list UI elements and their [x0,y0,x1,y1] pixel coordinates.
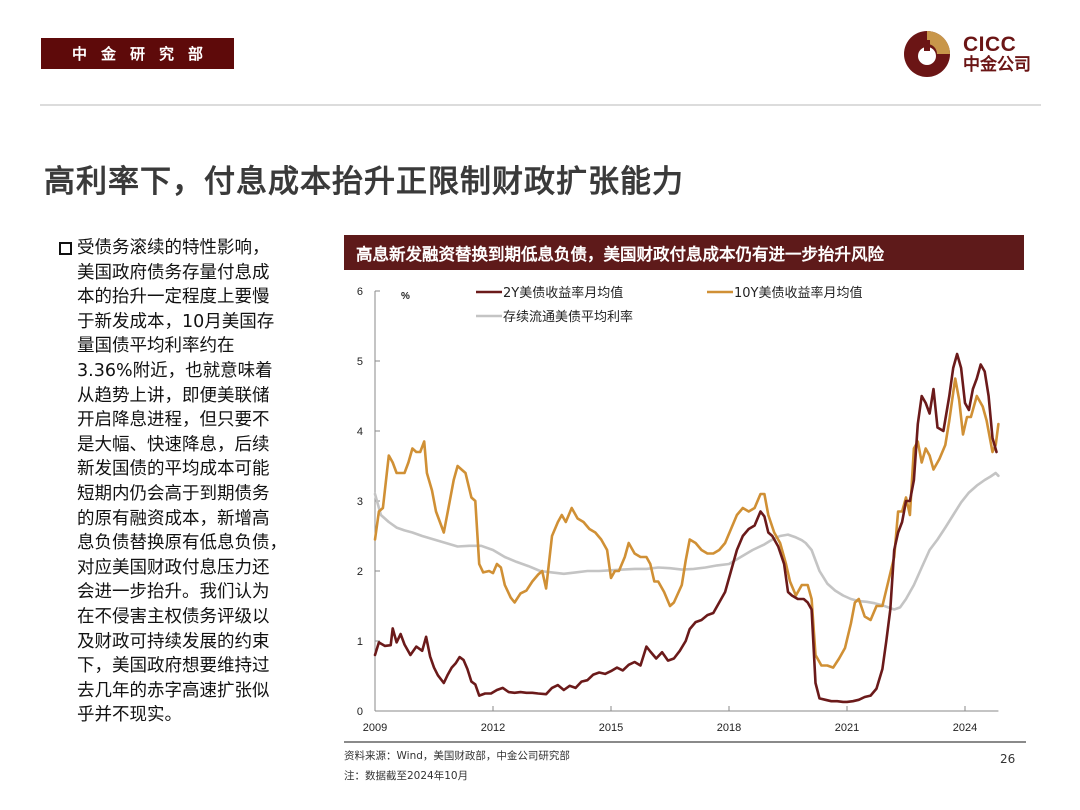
x-tick-label: 2009 [363,722,387,734]
chart-title: 高息新发融资替换到期低息负债，美国财政付息成本仍有进一步抬升风险 [356,244,884,264]
chart-title-bar: 高息新发融资替换到期低息负债，美国财政付息成本仍有进一步抬升风险 [344,235,1024,270]
series-line-2 [373,471,1000,611]
page-title: 高利率下，付息成本抬升正限制财政扩张能力 [44,164,684,200]
x-tick-label: 2018 [717,722,741,734]
header-divider [40,104,1041,106]
page-number: 26 [1000,752,1016,766]
legend-label: 10Y美债收益率月均值 [734,285,862,301]
x-tick-label: 2012 [481,722,505,734]
logo-chinese: 中金公司 [963,55,1031,75]
cicc-logo: CICC 中金公司 [903,30,1031,78]
department-badge: 中金研究部 [41,38,234,69]
unit-label: % [401,291,410,302]
x-tick-label: 2021 [835,722,859,734]
cicc-logo-icon [904,31,950,77]
y-tick-label: 1 [357,636,363,648]
y-tick-label: 5 [357,356,363,368]
series-line-1 [373,377,1000,669]
legend-label: 存续流通美债平均利率 [503,309,633,325]
bullet-text: 受债务滚续的特性影响， 美国政府债务存量付息成 本的抬升一定程度上要慢 于新发成… [77,238,287,726]
y-tick-label: 6 [357,286,363,298]
legend-label: 2Y美债收益率月均值 [503,285,623,301]
y-tick-label: 0 [357,706,363,718]
department-label: 中金研究部 [71,45,217,63]
logo-english: CICC [963,33,1017,56]
footer-divider [344,741,1026,743]
series-line-0 [373,352,998,704]
chart-lines [373,352,1000,704]
y-tick-label: 4 [357,426,363,438]
square-bullet-icon [59,242,72,255]
y-tick-label: 2 [357,566,363,578]
bullet-panel: 受债务滚续的特性影响， 美国政府债务存量付息成 本的抬升一定程度上要慢 于新发成… [57,236,327,728]
y-tick-label: 3 [357,496,363,508]
x-tick-label: 2015 [599,722,623,734]
source-note: 资料来源：Wind，美国财政部，中金公司研究部 [344,750,570,762]
chart-axes: 0 1 2 3 4 5 6 % 2009 2012 2015 2018 2021 2024 [357,286,999,734]
x-tick-label: 2024 [953,722,977,734]
data-cutoff-note: 注：数据截至2024年10月 [344,770,469,782]
line-chart: 0 1 2 3 4 5 6 % 2009 2012 2015 2018 2021 2024 2Y美债收益率… [357,285,1000,734]
